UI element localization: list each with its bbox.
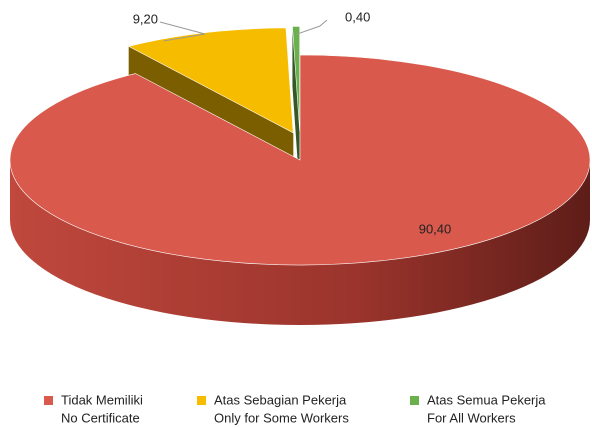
slice (9, 54, 591, 266)
slice-wall (10, 160, 590, 325)
data-label: 9,20 (133, 11, 158, 26)
legend-label: No Certificate (61, 410, 140, 425)
slice-side (292, 26, 300, 192)
legend-label: For All Workers (427, 410, 516, 425)
data-label: 90,40 (419, 221, 452, 236)
legend-label: Atas Sebagian Pekerja (214, 392, 347, 407)
legend-label: Only for Some Workers (214, 410, 349, 425)
slice (292, 26, 301, 132)
legend-label: Tidak Memiliki (61, 392, 143, 407)
leader-line (295, 19, 328, 35)
legend-label: Atas Semua Pekerja (427, 392, 546, 407)
legend-swatch (44, 396, 53, 405)
leader-line (159, 21, 206, 42)
legend-swatch (410, 396, 419, 405)
slice (127, 27, 294, 134)
data-label: 0,40 (345, 9, 370, 24)
legend-swatch (197, 396, 206, 405)
